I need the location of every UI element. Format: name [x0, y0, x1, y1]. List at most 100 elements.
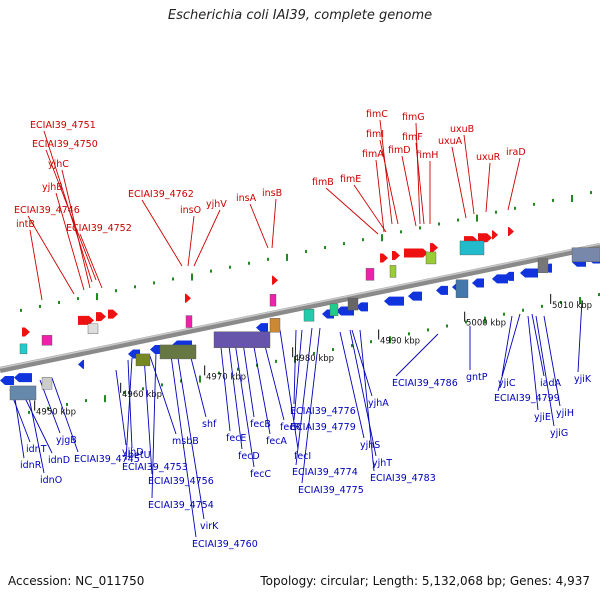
callout-line	[349, 329, 377, 457]
map-title: Escherichia coli IAI39, complete genome	[167, 8, 433, 23]
tick-mark	[571, 194, 573, 202]
kbp-tick	[120, 382, 122, 393]
gene-block	[329, 303, 339, 316]
callout-line	[395, 333, 439, 377]
bottom-gene-label: ECIAI39_4760	[192, 539, 258, 550]
gene-arrow	[508, 227, 514, 237]
tick-mark	[210, 269, 212, 273]
bottom-gene-label: ECIAI39_4775	[298, 485, 364, 496]
callout-line	[543, 315, 561, 407]
tick-mark	[476, 214, 478, 222]
tick-mark	[362, 238, 364, 242]
top-gene-label: ECIAI39_4751	[30, 120, 96, 131]
gene-arrow	[492, 274, 508, 284]
callout-line	[227, 337, 243, 450]
bottom-gene-label: yjiE	[534, 412, 551, 423]
bottom-gene-label: idnO	[40, 475, 62, 486]
callout-line	[351, 329, 373, 397]
callout-line	[415, 122, 421, 225]
gene-block	[213, 331, 271, 348]
top-gene-label: yjhV	[206, 199, 227, 210]
tick-mark	[446, 324, 448, 328]
tick-mark	[58, 301, 60, 305]
tick-mark	[419, 226, 421, 230]
tick-mark	[465, 320, 467, 324]
tick-mark	[104, 395, 106, 403]
top-gene-label: insA	[236, 193, 257, 204]
top-gene-label: insB	[262, 188, 282, 199]
callout-line	[249, 203, 269, 249]
tick-mark	[590, 191, 592, 195]
bottom-gene-label: fecD	[238, 451, 260, 462]
callout-line	[115, 369, 127, 446]
callout-line	[415, 142, 425, 225]
top-gene-label: yjhC	[48, 159, 69, 170]
callout-line	[45, 149, 97, 281]
tick-mark	[286, 253, 288, 261]
kbp-tick	[34, 400, 36, 411]
top-gene-label: ECIAI39_4762	[128, 189, 194, 200]
tick-mark	[47, 406, 49, 410]
gene-arrow	[384, 296, 404, 306]
tick-mark	[28, 410, 30, 414]
gene-arrow	[256, 323, 268, 333]
gene-block	[41, 377, 53, 390]
callout-line	[29, 229, 43, 301]
callout-line	[141, 199, 183, 267]
kbp-label: 4980 kbp	[294, 354, 334, 364]
gene-block	[365, 268, 375, 281]
gene-arrow	[356, 302, 368, 312]
gene-arrow	[185, 293, 191, 303]
bottom-gene-label: ECIAI39_4756	[148, 476, 214, 487]
top-gene-label: ECIAI39_4752	[66, 223, 132, 234]
tick-mark	[248, 261, 250, 265]
gene-arrow	[492, 230, 498, 240]
bottom-gene-label: fecE	[226, 433, 246, 444]
top-gene-label: intB	[16, 219, 35, 230]
callout-line	[497, 313, 521, 392]
kbp-scale: 4950 kbp 4960 kbp 4970 kbp 4980 kbp 4990 kbp…	[34, 293, 592, 418]
tick-mark	[389, 336, 391, 344]
top-gene-label: iraD	[506, 147, 526, 158]
gene-features	[0, 227, 600, 401]
callout-line	[27, 391, 45, 474]
bottom-gene-label: yjiC	[498, 378, 516, 389]
tick-mark	[305, 249, 307, 253]
callout-line	[143, 355, 153, 475]
top-gene-label: fimI	[366, 129, 384, 140]
top-gene-labels: ECIAI39_4751 ECIAI39_4750 yjhC yjhB ECIAI39_…	[14, 109, 526, 234]
callout-line	[463, 134, 475, 215]
tick-mark	[552, 198, 554, 202]
gene-arrow	[478, 233, 492, 243]
bottom-gene-label: iadA	[540, 378, 561, 389]
tick-mark	[77, 297, 79, 301]
tick-mark	[20, 308, 22, 312]
top-gene-label: uxuR	[476, 152, 501, 163]
tick-mark	[484, 316, 486, 324]
gene-block	[87, 323, 99, 335]
callout-line	[485, 162, 491, 213]
tick-mark	[142, 387, 144, 391]
bottom-gene-label: yjhS	[360, 440, 380, 451]
gene-block	[347, 297, 359, 311]
gene-block	[19, 343, 28, 355]
bottom-gene-label: betU	[128, 450, 151, 461]
callout-line	[55, 192, 85, 291]
gene-block	[9, 385, 37, 401]
genome-backbone	[0, 243, 600, 373]
tick-mark	[161, 383, 163, 387]
gene-block	[459, 240, 485, 256]
bottom-gene-label: virK	[200, 521, 219, 532]
tick-mark	[598, 293, 600, 297]
top-gene-label: yjhB	[42, 182, 63, 193]
bottom-gene-label: idnR	[20, 460, 42, 471]
top-gene-label: fimH	[416, 150, 438, 161]
tick-mark	[332, 348, 334, 352]
bottom-gene-label: yjhD	[122, 447, 144, 458]
tick-mark	[267, 257, 269, 261]
top-gene-label: insO	[180, 205, 201, 216]
gene-block	[41, 335, 53, 346]
callout-line	[325, 187, 379, 235]
gene-block	[389, 265, 397, 278]
top-gene-label: uxuB	[450, 124, 474, 135]
